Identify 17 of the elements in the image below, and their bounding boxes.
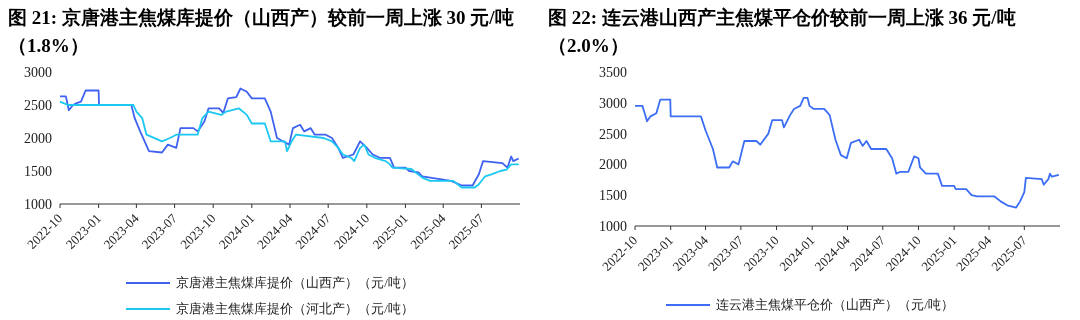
line-series xyxy=(635,96,1060,209)
y-tick-label: 1500 xyxy=(24,163,52,179)
legend-label: 京唐港主焦煤库提价（河北产）（元/吨） xyxy=(176,300,414,318)
y-tick-label: 1500 xyxy=(599,188,627,204)
y-tick-label: 3500 xyxy=(599,64,627,80)
y-tick-label: 2000 xyxy=(24,130,52,146)
y-tick-label: 2500 xyxy=(24,97,52,113)
y-tick-label: 3000 xyxy=(24,64,52,80)
chart-title: 图 21: 京唐港主焦煤库提价（山西产）较前一周上涨 30 元/吨（1.8%） xyxy=(7,6,515,58)
legend-label: 京唐港主焦煤库提价（山西产）（元/吨） xyxy=(176,274,414,292)
y-tick-label: 3000 xyxy=(599,95,627,111)
y-tick-label: 1000 xyxy=(599,218,627,234)
y-tick-label: 2500 xyxy=(599,126,627,142)
legend-label: 连云港主焦煤平仓价（山西产）（元/吨） xyxy=(716,296,954,314)
chart-title: 图 22: 连云港山西产主焦煤平仓价较前一周上涨 36 元/吨（2.0%） xyxy=(547,6,1017,58)
y-tick-label: 2000 xyxy=(599,157,627,173)
y-tick-label: 1000 xyxy=(24,196,52,212)
